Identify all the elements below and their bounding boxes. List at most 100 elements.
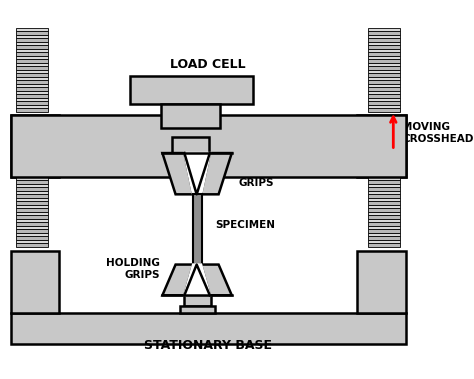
Bar	[368, 201, 401, 205]
Bar	[16, 42, 48, 45]
Bar	[368, 87, 401, 91]
Bar	[16, 215, 48, 219]
Text: LOAD CELL: LOAD CELL	[170, 58, 246, 71]
Bar	[16, 66, 48, 70]
Bar	[16, 219, 48, 222]
Bar	[368, 80, 401, 84]
Bar	[16, 222, 48, 226]
Bar	[368, 28, 401, 31]
Bar	[368, 73, 401, 77]
Polygon shape	[163, 265, 193, 295]
Bar	[368, 229, 401, 233]
Bar	[16, 108, 48, 112]
Bar	[368, 198, 401, 201]
Bar	[193, 194, 202, 265]
Bar	[357, 115, 406, 177]
Bar	[368, 212, 401, 215]
Bar	[368, 98, 401, 101]
Bar	[368, 56, 401, 59]
Bar	[130, 76, 253, 104]
Bar	[16, 177, 48, 180]
Bar	[16, 38, 48, 42]
Bar	[368, 177, 401, 180]
Bar	[16, 56, 48, 59]
Bar	[16, 91, 48, 94]
Bar	[368, 91, 401, 94]
Text: STATIONARY BASE: STATIONARY BASE	[144, 339, 272, 352]
Bar	[16, 98, 48, 101]
Bar	[10, 313, 406, 344]
Bar	[368, 219, 401, 222]
Bar	[161, 104, 220, 128]
Bar	[368, 243, 401, 247]
Bar	[180, 306, 215, 313]
Polygon shape	[201, 153, 232, 194]
Bar	[16, 80, 48, 84]
Bar	[16, 52, 48, 56]
Bar	[368, 70, 401, 73]
Bar	[368, 38, 401, 42]
Bar	[16, 191, 48, 194]
Bar	[16, 77, 48, 80]
Bar	[368, 222, 401, 226]
Text: HOLDING
GRIPS: HOLDING GRIPS	[106, 258, 160, 280]
Bar	[16, 49, 48, 52]
Bar	[368, 236, 401, 240]
Bar	[368, 66, 401, 70]
Bar	[16, 180, 48, 184]
Bar	[16, 194, 48, 198]
Bar	[368, 184, 401, 187]
Bar	[16, 212, 48, 215]
Bar	[368, 240, 401, 243]
Bar	[16, 94, 48, 98]
Polygon shape	[184, 265, 210, 295]
Text: SPECIMEN: SPECIMEN	[215, 220, 275, 230]
Bar	[16, 101, 48, 105]
Bar	[16, 236, 48, 240]
Bar	[16, 63, 48, 66]
Bar	[368, 59, 401, 63]
Bar	[368, 215, 401, 219]
Bar	[368, 31, 401, 34]
Bar	[368, 108, 401, 112]
Bar	[368, 205, 401, 208]
Bar	[368, 52, 401, 56]
Polygon shape	[201, 265, 232, 295]
Bar	[16, 105, 48, 108]
Bar	[172, 137, 209, 153]
Bar	[368, 105, 401, 108]
Bar	[16, 31, 48, 34]
Text: HOLDING
GRIPS: HOLDING GRIPS	[239, 166, 292, 188]
Bar	[16, 243, 48, 247]
Bar	[16, 73, 48, 77]
Bar	[16, 45, 48, 49]
Bar	[10, 115, 59, 177]
Polygon shape	[163, 153, 193, 194]
Bar	[16, 84, 48, 87]
Bar	[368, 208, 401, 212]
Bar	[368, 77, 401, 80]
Bar	[10, 115, 406, 177]
Bar	[16, 187, 48, 191]
Bar	[16, 198, 48, 201]
Bar	[368, 34, 401, 38]
Bar	[368, 49, 401, 52]
Bar	[368, 42, 401, 45]
Bar	[368, 84, 401, 87]
Bar	[16, 28, 48, 31]
Bar	[184, 295, 211, 306]
Bar	[16, 34, 48, 38]
Bar	[368, 226, 401, 229]
Text: MOVING
CROSSHEAD: MOVING CROSSHEAD	[402, 122, 474, 144]
Bar	[368, 187, 401, 191]
Bar	[368, 45, 401, 49]
Bar	[16, 201, 48, 205]
Bar	[368, 101, 401, 105]
Bar	[368, 63, 401, 66]
Bar	[368, 180, 401, 184]
Bar	[368, 191, 401, 194]
Bar	[10, 251, 59, 313]
Bar	[16, 208, 48, 212]
Polygon shape	[184, 153, 210, 194]
Bar	[16, 226, 48, 229]
